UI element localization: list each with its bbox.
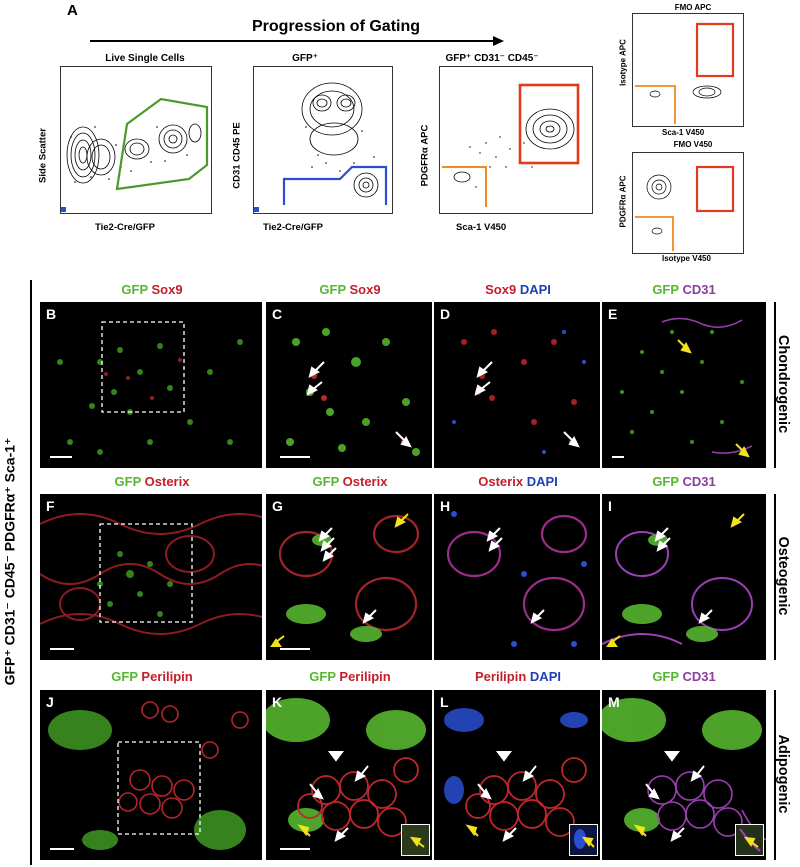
panel-c: C: [266, 302, 432, 468]
row1-right-line: [774, 302, 776, 468]
progression-title: Progression of Gating: [252, 18, 421, 35]
panel-label-b: B: [46, 306, 57, 322]
plot2-xlabel: Tie2-Cre/GFP: [263, 222, 324, 233]
inset-l: [569, 824, 598, 856]
plot2-contours: [254, 82, 388, 212]
left-population-label: GFP⁺ CD31⁻ CD45⁻ PDGFRα⁺ Sca-1⁺: [1, 437, 18, 686]
panel-label-k: K: [272, 694, 283, 710]
stain-label-b: GFP Sox9: [121, 282, 183, 297]
fmo2-contours: [635, 165, 735, 251]
row2-right-line: [774, 494, 776, 660]
panel-label-m: M: [608, 694, 620, 710]
fmo-v450-plot: [632, 152, 744, 254]
scale-bar-c: [280, 456, 310, 458]
panel-d: D: [434, 302, 600, 468]
panel-j: J: [40, 690, 262, 860]
panel-b: B: [40, 302, 262, 468]
panel-f: F: [40, 494, 262, 660]
stain-label-c: GFP Sox9: [319, 282, 381, 297]
fmo2-title: FMO V450: [673, 140, 713, 149]
panel-a-label: A: [67, 2, 78, 19]
panel-label-h: H: [440, 498, 451, 514]
plot1-title: Live Single Cells: [105, 53, 185, 64]
panel-k: K: [266, 690, 432, 860]
side-label-osteogenic: Osteogenic: [775, 536, 791, 616]
panel-label-e: E: [608, 306, 618, 322]
panel-label-l: L: [440, 694, 449, 710]
panel-label-f: F: [46, 498, 55, 514]
scale-bar-j: [50, 848, 74, 850]
plot2-gfp-positive: [253, 66, 393, 214]
stain-label-m: GFP CD31: [652, 669, 716, 684]
plot3-gfp-cd31-cd45-neg: [439, 66, 593, 214]
panel-label-g: G: [272, 498, 283, 514]
stain-label-k: GFP Perilipin: [309, 669, 391, 684]
side-label-chondrogenic: Chondrogenic: [775, 334, 791, 434]
fmo1-ylabel: Isotype APC: [618, 39, 628, 86]
plot1-contours: [61, 97, 209, 212]
panel-label-j: J: [46, 694, 54, 710]
plot3-title: GFP⁺ CD31⁻ CD45⁻: [445, 53, 539, 64]
inset-m: [735, 824, 764, 856]
scale-bar-b: [50, 456, 72, 458]
stain-label-j: GFP Perilipin: [111, 669, 193, 684]
stain-label-l: Perilipin DAPI: [475, 669, 561, 684]
panel-i: I: [602, 494, 766, 660]
fmo2-xlabel: Isotype V450: [662, 254, 711, 263]
stain-label-i: GFP CD31: [652, 474, 716, 489]
inset-k: [401, 824, 430, 856]
row3-right-line: [774, 690, 776, 860]
stain-label-g: GFP Osterix: [312, 474, 388, 489]
plot1-live-single-cells: [60, 66, 212, 214]
fmo2-ylabel: PDGFRα APC: [618, 175, 628, 228]
plot3-contours: [442, 83, 580, 207]
panel-h: H: [434, 494, 600, 660]
side-label-adipogenic: Adipogenic: [775, 734, 791, 814]
plot3-xlabel: Sca-1 V450: [456, 222, 507, 233]
panel-l: L: [434, 690, 600, 860]
panel-label-c: C: [272, 306, 283, 322]
scale-bar-f: [50, 648, 74, 650]
panel-label-d: D: [440, 306, 451, 322]
plot2-title: GFP⁺: [292, 53, 318, 64]
plot3-ylabel: PDGFRα APC: [419, 124, 431, 187]
progression-arrow: [90, 36, 504, 46]
plot1-ylabel: Side Scatter: [37, 128, 49, 183]
fmo1-title: FMO APC: [674, 3, 712, 12]
plot2-ylabel: CD31 CD45 PE: [231, 122, 243, 189]
stain-label-e: GFP CD31: [652, 282, 716, 297]
stain-label-d: Sox9 DAPI: [485, 282, 551, 297]
fmo1-xlabel: Sca-1 V450: [662, 128, 705, 137]
stain-label-h: Osterix DAPI: [478, 474, 558, 489]
fmo-apc-plot: [632, 13, 744, 127]
panel-m: M: [602, 690, 766, 860]
scale-bar-e: [612, 456, 624, 458]
stain-label-f: GFP Osterix: [114, 474, 190, 489]
fmo1-contours: [635, 22, 735, 124]
panel-e: E: [602, 302, 766, 468]
panel-g: G: [266, 494, 432, 660]
scale-bar-g: [280, 648, 310, 650]
plot1-xlabel: Tie2-Cre/GFP: [95, 222, 156, 233]
left-bracket-line: [30, 280, 32, 865]
scale-bar-k: [280, 848, 310, 850]
panel-label-i: I: [608, 498, 612, 514]
